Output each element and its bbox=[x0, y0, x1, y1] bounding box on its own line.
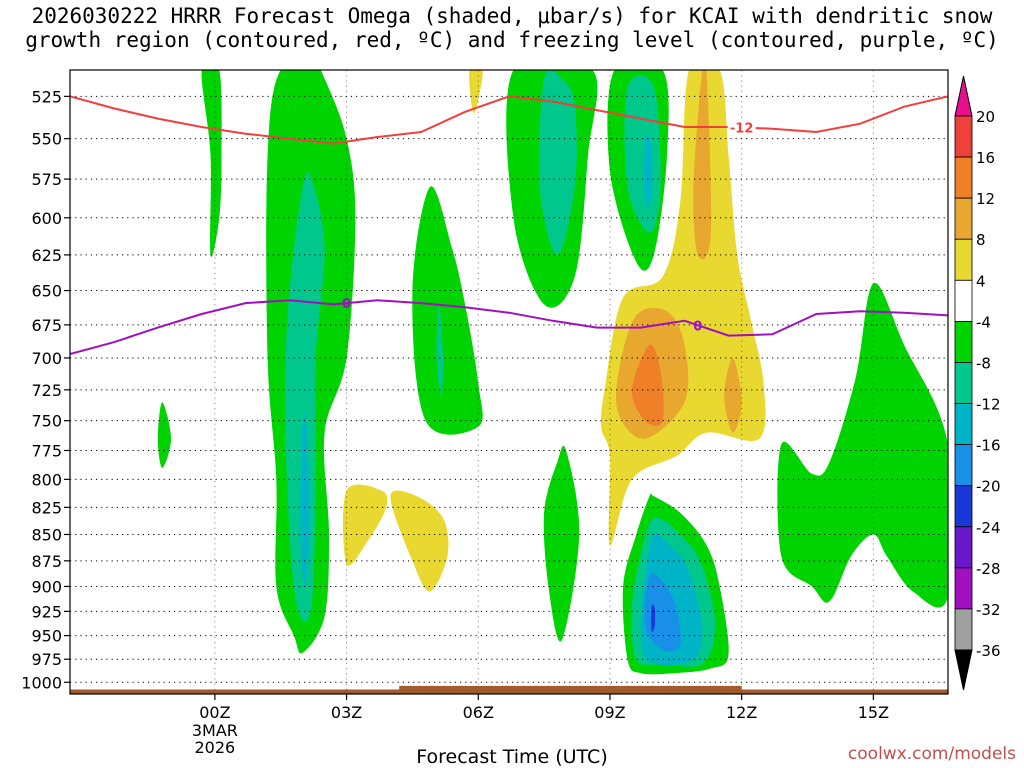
xtick-label-00Z: 00Z bbox=[199, 703, 230, 722]
ytick-label-625: 625 bbox=[31, 246, 62, 265]
colorbar-label-2: 12 bbox=[976, 190, 995, 208]
ytick-label-550: 550 bbox=[31, 130, 62, 149]
xtick-label-12Z: 12Z bbox=[726, 703, 757, 722]
ytick-label-750: 750 bbox=[31, 412, 62, 431]
ytick-label-600: 600 bbox=[31, 209, 62, 228]
colorbar-label-8: -16 bbox=[976, 437, 1001, 455]
grid-lines bbox=[70, 70, 948, 694]
omega-region-8 bbox=[693, 70, 712, 260]
omega-region-4 bbox=[390, 490, 449, 592]
watermark: coolwx.com/models bbox=[847, 744, 1016, 764]
colorbar-label-0: 20 bbox=[976, 108, 995, 126]
contour-label-1-0: 0 bbox=[342, 297, 351, 312]
ytick-label-575: 575 bbox=[31, 170, 62, 189]
colorbar-label-10: -24 bbox=[976, 519, 1001, 537]
xtick-sublabel-1: 2026 bbox=[195, 738, 236, 757]
colorbar: 20 16 12 8 4 -4 -8 -12 -16 -20 -24 -28 -32 -36 bbox=[954, 75, 1001, 691]
ytick-label-900: 900 bbox=[31, 577, 62, 596]
colorbar-bin--24 bbox=[954, 485, 973, 528]
colorbar-bin--12 bbox=[954, 362, 973, 404]
xtick-label-09Z: 09Z bbox=[594, 703, 625, 722]
contour-labels: -12 0 0 bbox=[342, 120, 756, 334]
colorbar-bin-16 bbox=[954, 115, 973, 158]
ytick-label-725: 725 bbox=[31, 381, 62, 400]
omega-region--20 bbox=[651, 604, 656, 632]
colorbar-label-3: 8 bbox=[976, 231, 986, 249]
colorbar-label-1: 16 bbox=[976, 149, 995, 167]
xtick-label-06Z: 06Z bbox=[463, 703, 494, 722]
colorbar-bin-4 bbox=[954, 238, 973, 281]
ytick-label-875: 875 bbox=[31, 552, 62, 571]
xtick-label-03Z: 03Z bbox=[331, 703, 362, 722]
omega-region--4 bbox=[543, 445, 580, 642]
colorbar-label-6: -8 bbox=[976, 354, 991, 372]
omega-region-12 bbox=[631, 344, 664, 426]
colorbar-bottom-arrow bbox=[954, 649, 973, 691]
colorbar-bin--36 bbox=[954, 608, 973, 651]
colorbar-bin-8 bbox=[954, 197, 973, 240]
colorbar-label-5: -4 bbox=[976, 313, 991, 331]
ytick-label-775: 775 bbox=[31, 441, 62, 460]
colorbar-label-13: -36 bbox=[976, 642, 1001, 660]
omega-region--4 bbox=[157, 402, 171, 468]
colorbar-bin--8 bbox=[954, 320, 973, 363]
ytick-label-950: 950 bbox=[31, 627, 62, 646]
ytick-label-525: 525 bbox=[31, 87, 62, 106]
ytick-label-800: 800 bbox=[31, 470, 62, 489]
omega-region-8 bbox=[724, 357, 742, 433]
colorbar-bin--32 bbox=[954, 567, 973, 610]
contour-1 bbox=[70, 299, 948, 355]
chart-title: 2026030222 HRRR Forecast Omega (shaded, … bbox=[0, 4, 1024, 52]
colorbar-bin--28 bbox=[954, 526, 973, 569]
y-axis: 525 550 575 600 625 650 675 700 725 750 775 800 825 8… bbox=[21, 87, 70, 692]
omega-region--8 bbox=[436, 304, 444, 397]
omega-region-4 bbox=[469, 70, 483, 114]
contours bbox=[70, 95, 948, 355]
ytick-label-1000: 1000 bbox=[21, 673, 62, 692]
xtick-label-15Z: 15Z bbox=[858, 703, 889, 722]
colorbar-top-arrow bbox=[954, 75, 973, 117]
contour-label-bg-0-0 bbox=[727, 120, 756, 135]
contour-0 bbox=[70, 95, 948, 145]
plot-frame bbox=[69, 69, 949, 695]
contour-label-1-1: 0 bbox=[693, 319, 702, 334]
ytick-label-850: 850 bbox=[31, 525, 62, 544]
omega-shading bbox=[157, 70, 948, 675]
ground-bar-1 bbox=[399, 685, 742, 694]
colorbar-label-4: 4 bbox=[976, 272, 986, 290]
xtick-sublabel-0: 3MAR bbox=[192, 721, 238, 740]
ytick-label-700: 700 bbox=[31, 349, 62, 368]
ytick-label-675: 675 bbox=[31, 316, 62, 335]
omega-region--12 bbox=[300, 411, 310, 587]
colorbar-bin--16 bbox=[954, 403, 973, 446]
colorbar-label-11: -28 bbox=[976, 560, 1001, 578]
colorbar-bin-12 bbox=[954, 156, 973, 199]
ytick-label-825: 825 bbox=[31, 498, 62, 517]
x-axis-label: Forecast Time (UTC) bbox=[416, 746, 608, 768]
omega-region--4 bbox=[777, 283, 948, 608]
title-line-1: 2026030222 HRRR Forecast Omega (shaded, … bbox=[31, 4, 993, 28]
title-line-2: growth region (contoured, red, ºC) and f… bbox=[25, 28, 999, 52]
ground-layer bbox=[70, 685, 948, 694]
omega-region-4 bbox=[342, 484, 388, 566]
omega-region--12 bbox=[644, 134, 653, 207]
colorbar-label-12: -32 bbox=[976, 601, 1001, 619]
colorbar-bin--4 bbox=[954, 279, 973, 322]
ytick-label-925: 925 bbox=[31, 602, 62, 621]
omega-region--8 bbox=[538, 70, 577, 255]
omega-region--4 bbox=[412, 186, 483, 435]
contour-label-0-0: -12 bbox=[730, 122, 754, 137]
omega-region--8 bbox=[285, 172, 325, 622]
ytick-label-975: 975 bbox=[31, 650, 62, 669]
ytick-label-650: 650 bbox=[31, 282, 62, 301]
colorbar-bin--20 bbox=[954, 444, 973, 487]
colorbar-label-7: -12 bbox=[976, 396, 1001, 414]
omega-region--4 bbox=[201, 70, 222, 257]
omega-region--16 bbox=[644, 573, 681, 652]
colorbar-label-9: -20 bbox=[976, 478, 1001, 496]
